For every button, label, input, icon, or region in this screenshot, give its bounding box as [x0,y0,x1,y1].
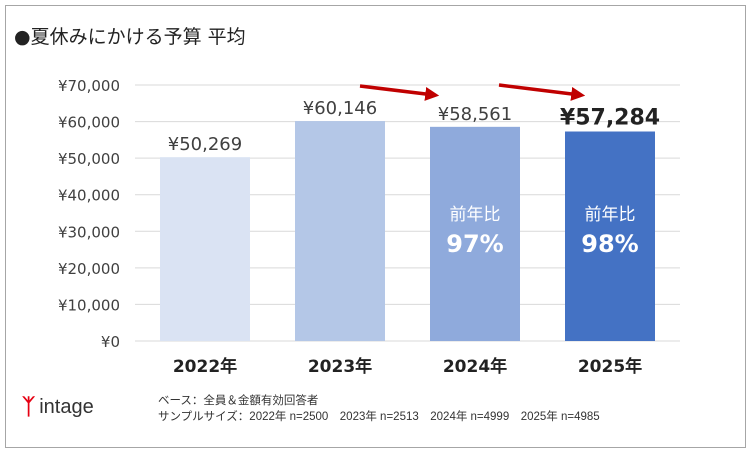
bar-2025年 [565,131,655,341]
chart-title: ●夏休みにかける予算 平均 [14,26,246,48]
card-border [5,5,746,448]
bar-2023年 [295,121,385,342]
data-label: ¥60,146 [303,98,377,119]
yoy-label: 前年比 [450,205,501,225]
y-tick-label: ¥30,000 [58,223,120,241]
bar-2024年 [430,126,520,341]
data-label: ¥57,284 [560,106,660,131]
intage-logo: ᛉ intage [22,395,94,420]
y-tick-label: ¥40,000 [58,187,120,205]
y-tick-label: ¥70,000 [58,77,120,95]
decline-arrow [359,84,440,101]
logo-mark-icon: ᛉ [22,395,36,420]
y-tick-label: ¥20,000 [58,260,120,278]
y-tick-label: ¥50,000 [58,150,120,168]
x-tick-label: 2025年 [578,356,642,377]
yoy-label: 前年比 [585,205,636,225]
yoy-value: 98% [581,230,638,258]
decline-arrow [498,83,586,101]
x-tick-label: 2024年 [443,356,507,377]
bar-2022年 [160,157,250,341]
y-tick-label: ¥10,000 [58,296,120,314]
x-tick-label: 2022年 [173,356,237,377]
yoy-value: 97% [446,230,503,258]
x-tick-label: 2023年 [308,356,372,377]
footnotes: ベース：全員＆金額有効回答者 サンプルサイズ：2022年 n=2500 2023… [158,393,600,425]
y-tick-label: ¥60,000 [58,114,120,132]
data-label: ¥50,269 [168,134,242,155]
data-label: ¥58,561 [438,104,512,125]
base-note: ベース：全員＆金額有効回答者 [158,395,319,407]
y-tick-label: ¥0 [101,333,120,351]
sample-size-note: サンプルサイズ：2022年 n=2500 2023年 n=2513 2024年 … [158,411,600,423]
logo-text: intage [39,396,94,418]
